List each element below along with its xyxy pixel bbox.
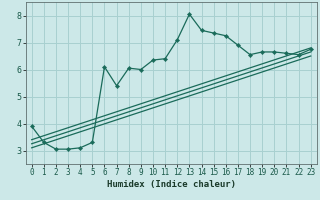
X-axis label: Humidex (Indice chaleur): Humidex (Indice chaleur)	[107, 180, 236, 189]
